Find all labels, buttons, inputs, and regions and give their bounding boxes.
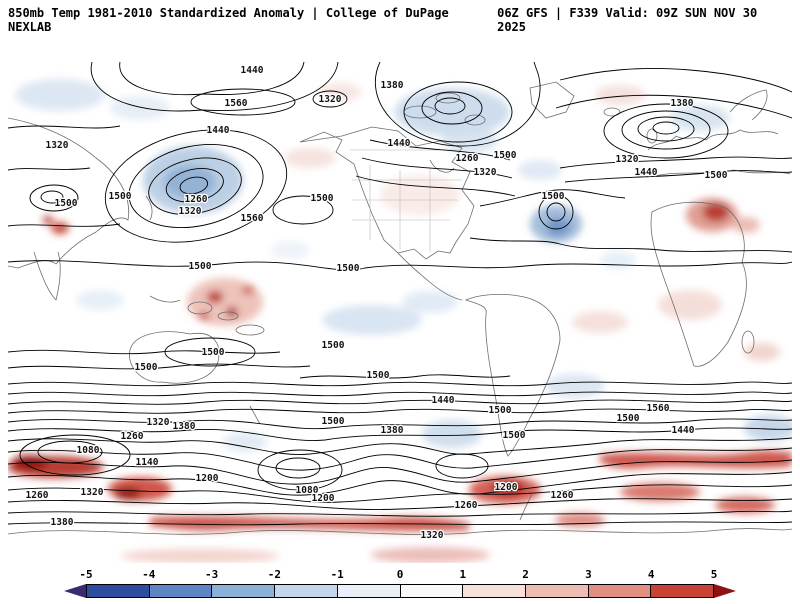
colorbar-tick-label: 1 — [459, 568, 467, 581]
contour-label: 1320 — [179, 206, 202, 217]
contour-label: 1260 — [26, 490, 49, 501]
colorbar-arrow-right — [714, 584, 736, 598]
contour-label: 1380 — [173, 421, 196, 432]
contour-label: 1500 — [367, 370, 390, 381]
contour-label: 1560 — [241, 213, 264, 224]
contour-label: 1380 — [381, 80, 404, 91]
product-title: 850mb Temp 1981-2010 Standardized Anomal… — [8, 6, 449, 34]
contour-label: 1200 — [312, 493, 335, 504]
colorbar-segment — [588, 585, 652, 597]
colorbar-tick-label: -4 — [142, 568, 156, 581]
contour-label: 1080 — [296, 485, 319, 496]
contour-label: 1320 — [147, 417, 170, 428]
contour-label: 1440 — [241, 65, 264, 76]
contour-label: 1140 — [136, 457, 159, 468]
contour-label: 1560 — [647, 403, 670, 414]
contour-label: 1320 — [474, 167, 497, 178]
contour-label: 1500 — [489, 405, 512, 416]
colorbar-segment — [525, 585, 589, 597]
contour-label: 1500 — [189, 261, 212, 272]
contour-label: 1500 — [705, 170, 728, 181]
contour-label: 1500 — [542, 191, 565, 202]
title-bar: 850mb Temp 1981-2010 Standardized Anomal… — [0, 0, 800, 34]
colorbar-tick-label: -1 — [330, 568, 344, 581]
contour-label: 1320 — [421, 530, 444, 541]
contour-label: 1500 — [494, 150, 517, 161]
contour-label: 1320 — [46, 140, 69, 151]
contour-label: 1080 — [77, 445, 100, 456]
contour-label: 1380 — [51, 517, 74, 528]
colorbar-tick-label: -3 — [204, 568, 219, 581]
colorbar-segment — [275, 585, 338, 597]
us-state-borders — [350, 149, 462, 252]
colorbar — [64, 584, 736, 598]
contour-label: 1260 — [551, 490, 574, 501]
contour-label: 1440 — [388, 138, 411, 149]
contour-label: 1260 — [185, 194, 208, 205]
contour-label: 1440 — [672, 425, 695, 436]
colorbar-tick-label: 5 — [710, 568, 718, 581]
contour-label: 1440 — [207, 125, 230, 136]
colorbar-tick-label: 3 — [585, 568, 592, 581]
contour-label: 1440 — [635, 167, 658, 178]
height-contours — [8, 61, 792, 526]
model-run-info: 06Z GFS | F339 Valid: 09Z SUN NOV 30 202… — [497, 6, 758, 34]
colorbar-tick-label: 2 — [522, 568, 529, 581]
colorbar-tick-label: -2 — [267, 568, 282, 581]
colorbar-segment — [87, 585, 150, 597]
colorbar-tick-label: 0 — [396, 568, 404, 581]
contour-label: 1260 — [456, 153, 479, 164]
contour-label: 1200 — [495, 482, 518, 493]
contour-label: 1500 — [202, 347, 225, 358]
colorbar-tick-label: 4 — [647, 568, 655, 581]
colorbar-segment — [651, 585, 714, 597]
contour-label: 1500 — [617, 413, 640, 424]
colorbar-arrow-left — [64, 584, 86, 598]
colorbar-tick-label: -5 — [79, 568, 93, 581]
colorbar-segments — [86, 584, 714, 598]
contour-label: 1380 — [671, 98, 694, 109]
colorbar-segment — [212, 585, 276, 597]
contour-label: 1320 — [81, 487, 104, 498]
contour-label: 1500 — [311, 193, 334, 204]
contour-label: 1500 — [322, 416, 345, 427]
colorbar-segment — [149, 585, 213, 597]
colorbar-segment — [400, 585, 464, 597]
contour-label: 1440 — [432, 395, 455, 406]
colorbar-tick-labels: -5 -4 -3 -2 -1 0 1 2 3 4 5 — [64, 568, 736, 582]
contour-label: 1500 — [337, 263, 360, 274]
contour-label: 1200 — [196, 473, 219, 484]
contour-label: 1380 — [381, 425, 404, 436]
contour-label: 1560 — [225, 98, 248, 109]
contour-label: 1500 — [503, 430, 526, 441]
contour-label: 1320 — [319, 94, 342, 105]
contour-label: 1500 — [109, 191, 132, 202]
colorbar-segment — [337, 585, 401, 597]
contour-label: 1260 — [121, 431, 144, 442]
contour-label: 1260 — [455, 500, 478, 511]
coastlines — [8, 81, 792, 535]
colorbar-segment — [463, 585, 526, 597]
contour-label: 1500 — [135, 362, 158, 373]
contour-label: 1320 — [616, 154, 639, 165]
contour-label: 1500 — [55, 198, 78, 209]
contour-label: 1500 — [322, 340, 345, 351]
